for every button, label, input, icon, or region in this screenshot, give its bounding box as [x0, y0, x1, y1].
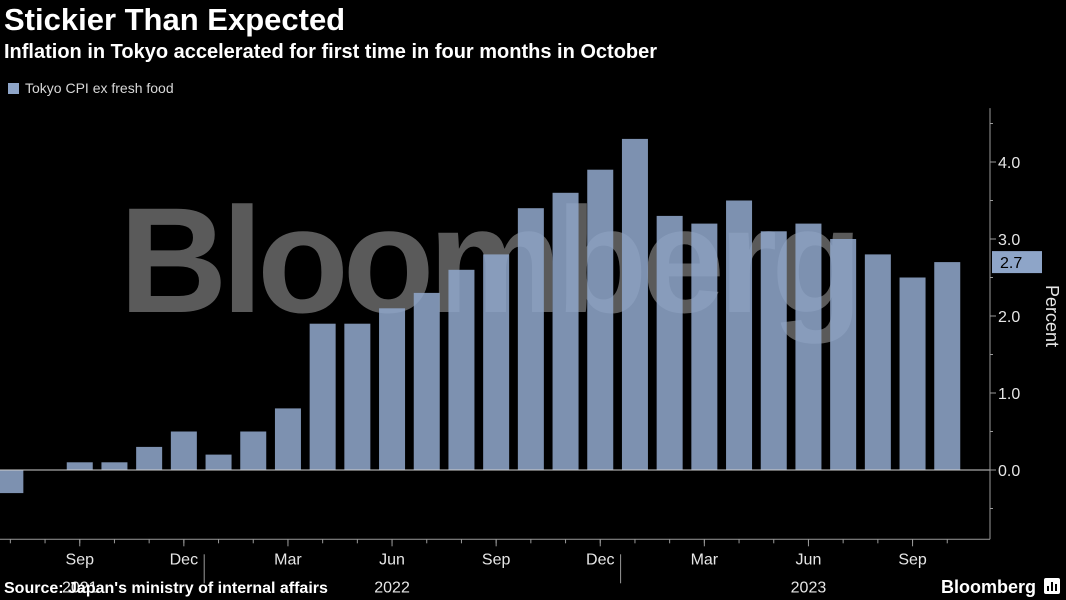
y-tick-label: 2.0	[998, 309, 1020, 326]
bar	[726, 200, 753, 470]
bar	[66, 462, 93, 470]
bar	[483, 254, 510, 470]
x-tick-label: Sep	[898, 551, 927, 568]
source-note: Source: Japan's ministry of internal aff…	[4, 580, 328, 597]
y-tick-label: 3.0	[998, 232, 1020, 249]
bar	[379, 308, 406, 470]
x-year-label: 2021	[62, 579, 98, 596]
bar	[691, 223, 718, 470]
bar	[0, 470, 24, 494]
last-value-box	[992, 251, 1042, 274]
x-tick-label: Jun	[796, 551, 822, 568]
bar	[830, 239, 857, 470]
x-tick-label: Sep	[482, 551, 511, 568]
bar	[344, 323, 371, 470]
bar	[517, 208, 544, 470]
bar	[587, 169, 614, 470]
x-tick-label: Dec	[170, 551, 198, 568]
last-value-label: 2.7	[1000, 255, 1022, 272]
bar	[136, 446, 163, 470]
y-tick-label: 1.0	[998, 386, 1020, 403]
bar	[656, 215, 683, 470]
x-tick-label: Sep	[66, 551, 95, 568]
bar-chart-icon	[1044, 578, 1060, 594]
x-tick-label: Mar	[691, 551, 719, 568]
y-tick-label: 4.0	[998, 155, 1020, 172]
bar	[240, 431, 267, 470]
bar	[760, 231, 787, 470]
chart-title: Stickier Than Expected	[4, 2, 346, 37]
bar	[795, 223, 822, 470]
brand-name: Bloomberg	[940, 577, 1036, 597]
bar	[552, 192, 579, 471]
bar	[274, 408, 301, 470]
bar	[170, 431, 197, 470]
bar	[413, 292, 440, 470]
bar	[101, 462, 128, 470]
legend-label: Tokyo CPI ex fresh food	[25, 80, 174, 96]
legend-swatch	[8, 82, 19, 94]
chart-subtitle: Inflation in Tokyo accelerated for first…	[4, 41, 658, 63]
bar	[864, 254, 891, 470]
bar	[621, 138, 648, 470]
y-tick-label: 0.0	[998, 463, 1020, 480]
bar	[899, 277, 926, 470]
bar	[309, 323, 336, 470]
legend: Tokyo CPI ex fresh food	[8, 80, 174, 96]
bar	[934, 262, 961, 470]
x-year-label: 2022	[374, 579, 410, 596]
y-axis-label: Percent	[1042, 285, 1062, 347]
x-tick-label: Dec	[586, 551, 614, 568]
x-tick-label: Jun	[379, 551, 405, 568]
x-tick-label: Mar	[274, 551, 302, 568]
bar	[448, 269, 475, 470]
bar	[205, 454, 232, 470]
x-year-label: 2023	[791, 579, 827, 596]
